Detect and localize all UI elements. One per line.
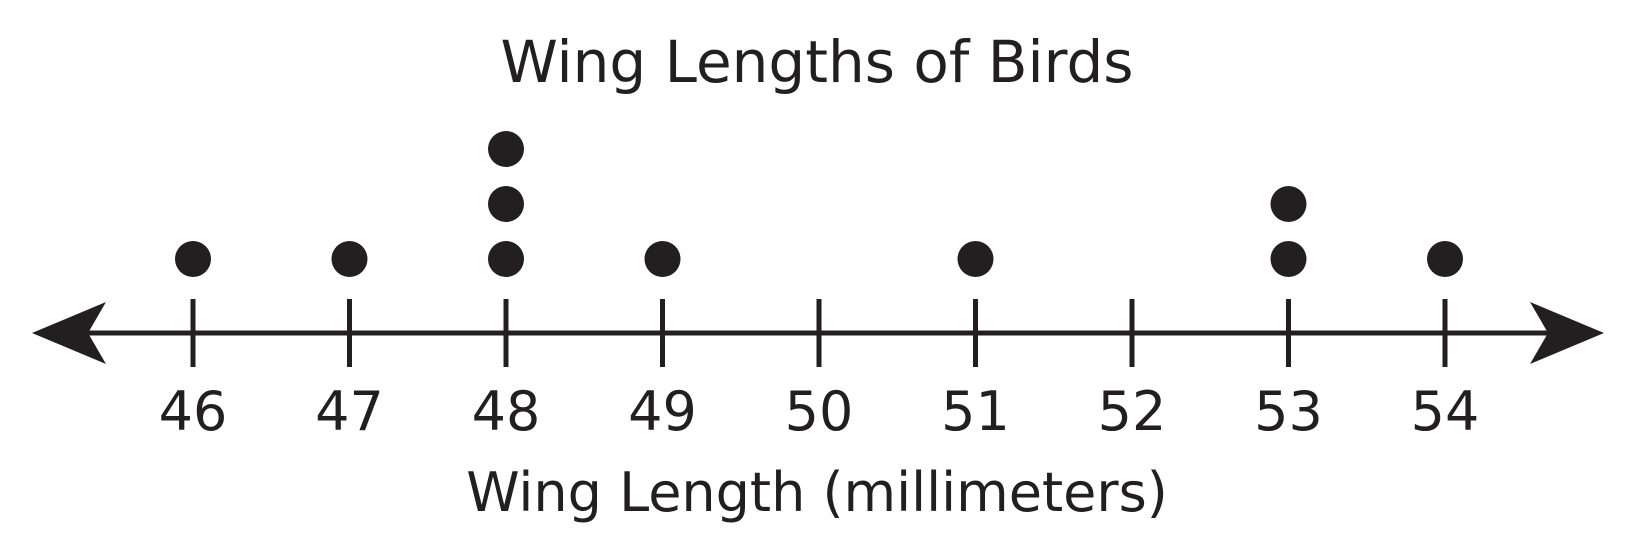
left-arrowhead	[32, 302, 106, 364]
data-dots	[175, 131, 1463, 277]
tick-label-51: 51	[941, 380, 1010, 443]
axis-ticks	[190, 299, 1448, 367]
data-dot-54-1	[1427, 241, 1463, 277]
tick-label-52: 52	[1098, 380, 1167, 443]
data-dot-53-1	[1270, 241, 1307, 277]
data-dot-51-1	[957, 241, 994, 277]
axis-tick-labels: 46 47 48 49 50 51 52 53 54	[159, 380, 1480, 443]
tick-label-53: 53	[1254, 380, 1323, 443]
tick-label-50: 50	[785, 380, 854, 443]
chart-title: Wing Lengths of Birds	[500, 28, 1133, 96]
data-dot-46-1	[175, 241, 211, 277]
data-dot-48-1	[488, 241, 524, 277]
data-dot-48-3	[488, 131, 524, 167]
data-dot-53-2	[1270, 186, 1307, 222]
tick-label-46: 46	[159, 380, 228, 443]
tick-label-49: 49	[628, 380, 697, 443]
data-dot-48-2	[488, 186, 524, 222]
tick-label-48: 48	[472, 380, 541, 443]
x-axis-label: Wing Length (millimeters)	[466, 461, 1168, 524]
tick-label-54: 54	[1411, 380, 1480, 443]
tick-label-47: 47	[315, 380, 384, 443]
data-dot-49-1	[644, 241, 681, 277]
data-dot-47-1	[331, 241, 368, 277]
right-arrowhead	[1530, 302, 1604, 364]
